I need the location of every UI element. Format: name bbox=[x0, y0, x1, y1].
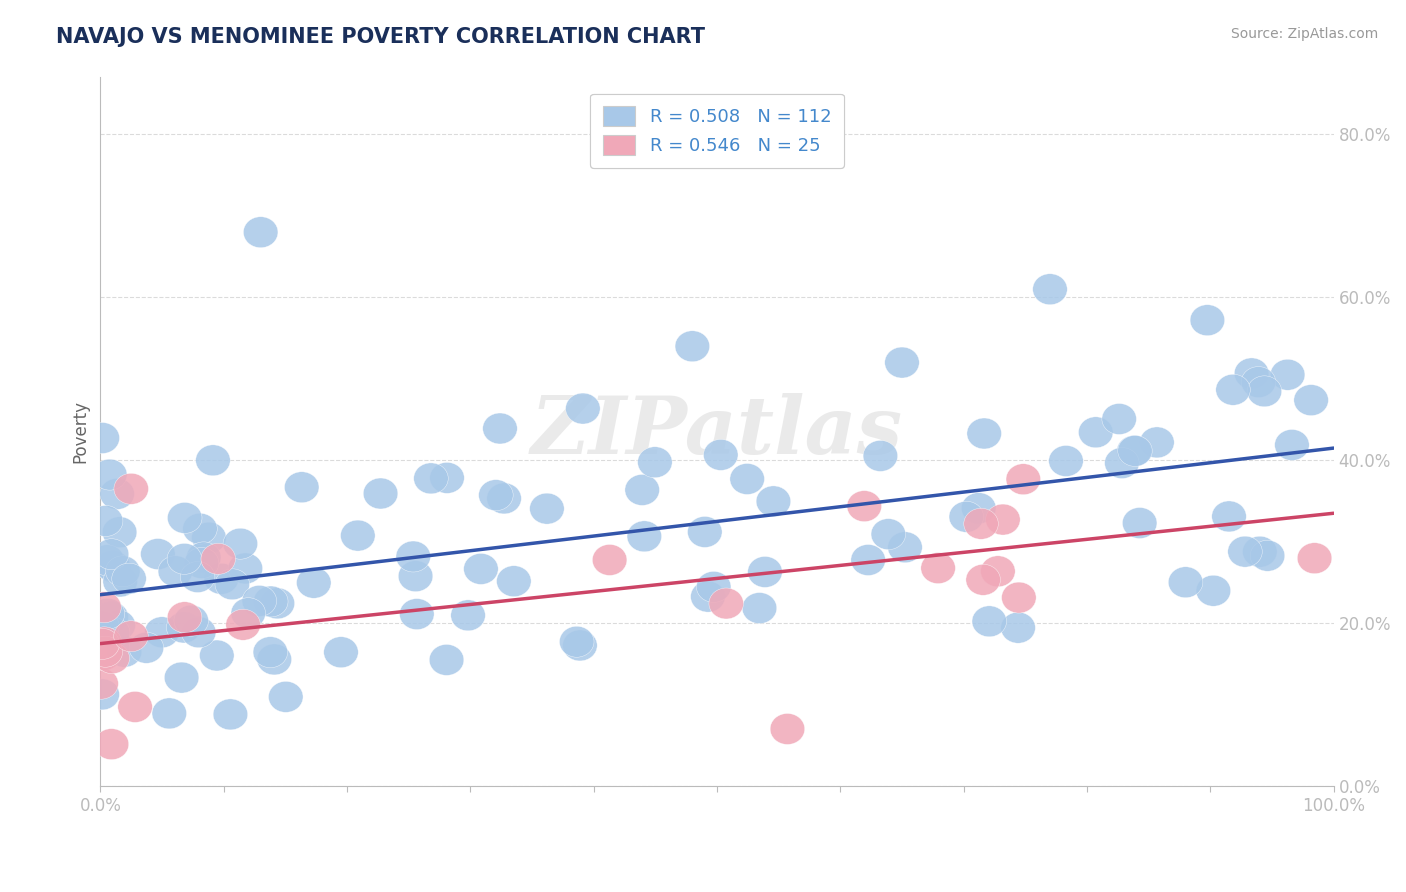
Ellipse shape bbox=[363, 478, 398, 509]
Ellipse shape bbox=[1271, 359, 1305, 390]
Ellipse shape bbox=[1078, 417, 1114, 448]
Ellipse shape bbox=[398, 561, 433, 591]
Ellipse shape bbox=[167, 602, 202, 632]
Ellipse shape bbox=[1227, 536, 1263, 567]
Ellipse shape bbox=[86, 640, 121, 671]
Ellipse shape bbox=[96, 617, 129, 648]
Ellipse shape bbox=[174, 605, 208, 636]
Ellipse shape bbox=[89, 506, 122, 536]
Text: NAVAJO VS MENOMINEE POVERTY CORRELATION CHART: NAVAJO VS MENOMINEE POVERTY CORRELATION … bbox=[56, 27, 706, 46]
Ellipse shape bbox=[297, 567, 330, 599]
Ellipse shape bbox=[84, 679, 120, 710]
Ellipse shape bbox=[195, 445, 231, 475]
Ellipse shape bbox=[93, 459, 127, 490]
Ellipse shape bbox=[84, 611, 120, 641]
Ellipse shape bbox=[887, 532, 922, 563]
Ellipse shape bbox=[1197, 575, 1230, 607]
Ellipse shape bbox=[184, 548, 219, 579]
Ellipse shape bbox=[980, 556, 1015, 587]
Ellipse shape bbox=[100, 478, 135, 509]
Ellipse shape bbox=[103, 566, 138, 597]
Ellipse shape bbox=[1007, 464, 1040, 495]
Ellipse shape bbox=[921, 553, 955, 583]
Ellipse shape bbox=[413, 463, 449, 494]
Ellipse shape bbox=[430, 462, 464, 493]
Ellipse shape bbox=[962, 492, 995, 524]
Ellipse shape bbox=[972, 606, 1007, 637]
Ellipse shape bbox=[627, 521, 662, 552]
Ellipse shape bbox=[243, 217, 278, 248]
Ellipse shape bbox=[97, 552, 131, 582]
Ellipse shape bbox=[323, 637, 359, 668]
Ellipse shape bbox=[966, 565, 1001, 595]
Ellipse shape bbox=[94, 539, 129, 570]
Ellipse shape bbox=[1033, 274, 1067, 305]
Ellipse shape bbox=[1189, 305, 1225, 335]
Ellipse shape bbox=[1168, 566, 1204, 598]
Ellipse shape bbox=[756, 486, 790, 516]
Ellipse shape bbox=[846, 491, 882, 522]
Ellipse shape bbox=[191, 522, 226, 553]
Ellipse shape bbox=[114, 621, 148, 652]
Ellipse shape bbox=[167, 502, 202, 533]
Ellipse shape bbox=[1294, 384, 1329, 416]
Ellipse shape bbox=[165, 662, 198, 693]
Ellipse shape bbox=[257, 644, 291, 675]
Ellipse shape bbox=[105, 556, 141, 587]
Ellipse shape bbox=[851, 544, 886, 575]
Ellipse shape bbox=[215, 569, 249, 599]
Ellipse shape bbox=[181, 616, 217, 648]
Text: ZIPatlas: ZIPatlas bbox=[531, 393, 903, 471]
Ellipse shape bbox=[224, 528, 257, 559]
Ellipse shape bbox=[1122, 508, 1157, 539]
Ellipse shape bbox=[145, 616, 179, 648]
Ellipse shape bbox=[690, 582, 725, 612]
Ellipse shape bbox=[253, 637, 288, 668]
Ellipse shape bbox=[1243, 536, 1277, 567]
Ellipse shape bbox=[87, 591, 121, 623]
Ellipse shape bbox=[396, 541, 430, 572]
Ellipse shape bbox=[748, 557, 782, 588]
Ellipse shape bbox=[560, 626, 593, 657]
Ellipse shape bbox=[103, 516, 136, 548]
Ellipse shape bbox=[963, 508, 998, 540]
Ellipse shape bbox=[180, 562, 215, 592]
Ellipse shape bbox=[1105, 448, 1139, 478]
Ellipse shape bbox=[201, 543, 235, 574]
Ellipse shape bbox=[167, 543, 201, 574]
Ellipse shape bbox=[1116, 435, 1152, 467]
Ellipse shape bbox=[340, 520, 375, 551]
Ellipse shape bbox=[986, 504, 1021, 535]
Ellipse shape bbox=[451, 599, 485, 631]
Ellipse shape bbox=[1247, 376, 1282, 407]
Ellipse shape bbox=[1049, 445, 1083, 476]
Ellipse shape bbox=[464, 553, 498, 584]
Ellipse shape bbox=[129, 632, 163, 664]
Ellipse shape bbox=[94, 729, 129, 760]
Ellipse shape bbox=[84, 423, 120, 453]
Ellipse shape bbox=[863, 441, 897, 471]
Ellipse shape bbox=[96, 550, 129, 582]
Ellipse shape bbox=[486, 483, 522, 514]
Ellipse shape bbox=[107, 636, 142, 667]
Ellipse shape bbox=[1001, 582, 1036, 613]
Ellipse shape bbox=[1212, 501, 1246, 532]
Ellipse shape bbox=[84, 668, 118, 699]
Ellipse shape bbox=[90, 599, 125, 629]
Ellipse shape bbox=[530, 493, 564, 524]
Ellipse shape bbox=[478, 480, 513, 510]
Ellipse shape bbox=[90, 545, 124, 575]
Ellipse shape bbox=[496, 566, 531, 597]
Ellipse shape bbox=[152, 698, 187, 729]
Ellipse shape bbox=[242, 585, 277, 616]
Ellipse shape bbox=[1250, 541, 1285, 571]
Ellipse shape bbox=[703, 440, 738, 470]
Ellipse shape bbox=[260, 588, 295, 619]
Ellipse shape bbox=[742, 592, 776, 624]
Ellipse shape bbox=[226, 609, 260, 640]
Ellipse shape bbox=[624, 475, 659, 506]
Ellipse shape bbox=[114, 474, 149, 504]
Ellipse shape bbox=[399, 599, 434, 630]
Ellipse shape bbox=[1102, 403, 1136, 434]
